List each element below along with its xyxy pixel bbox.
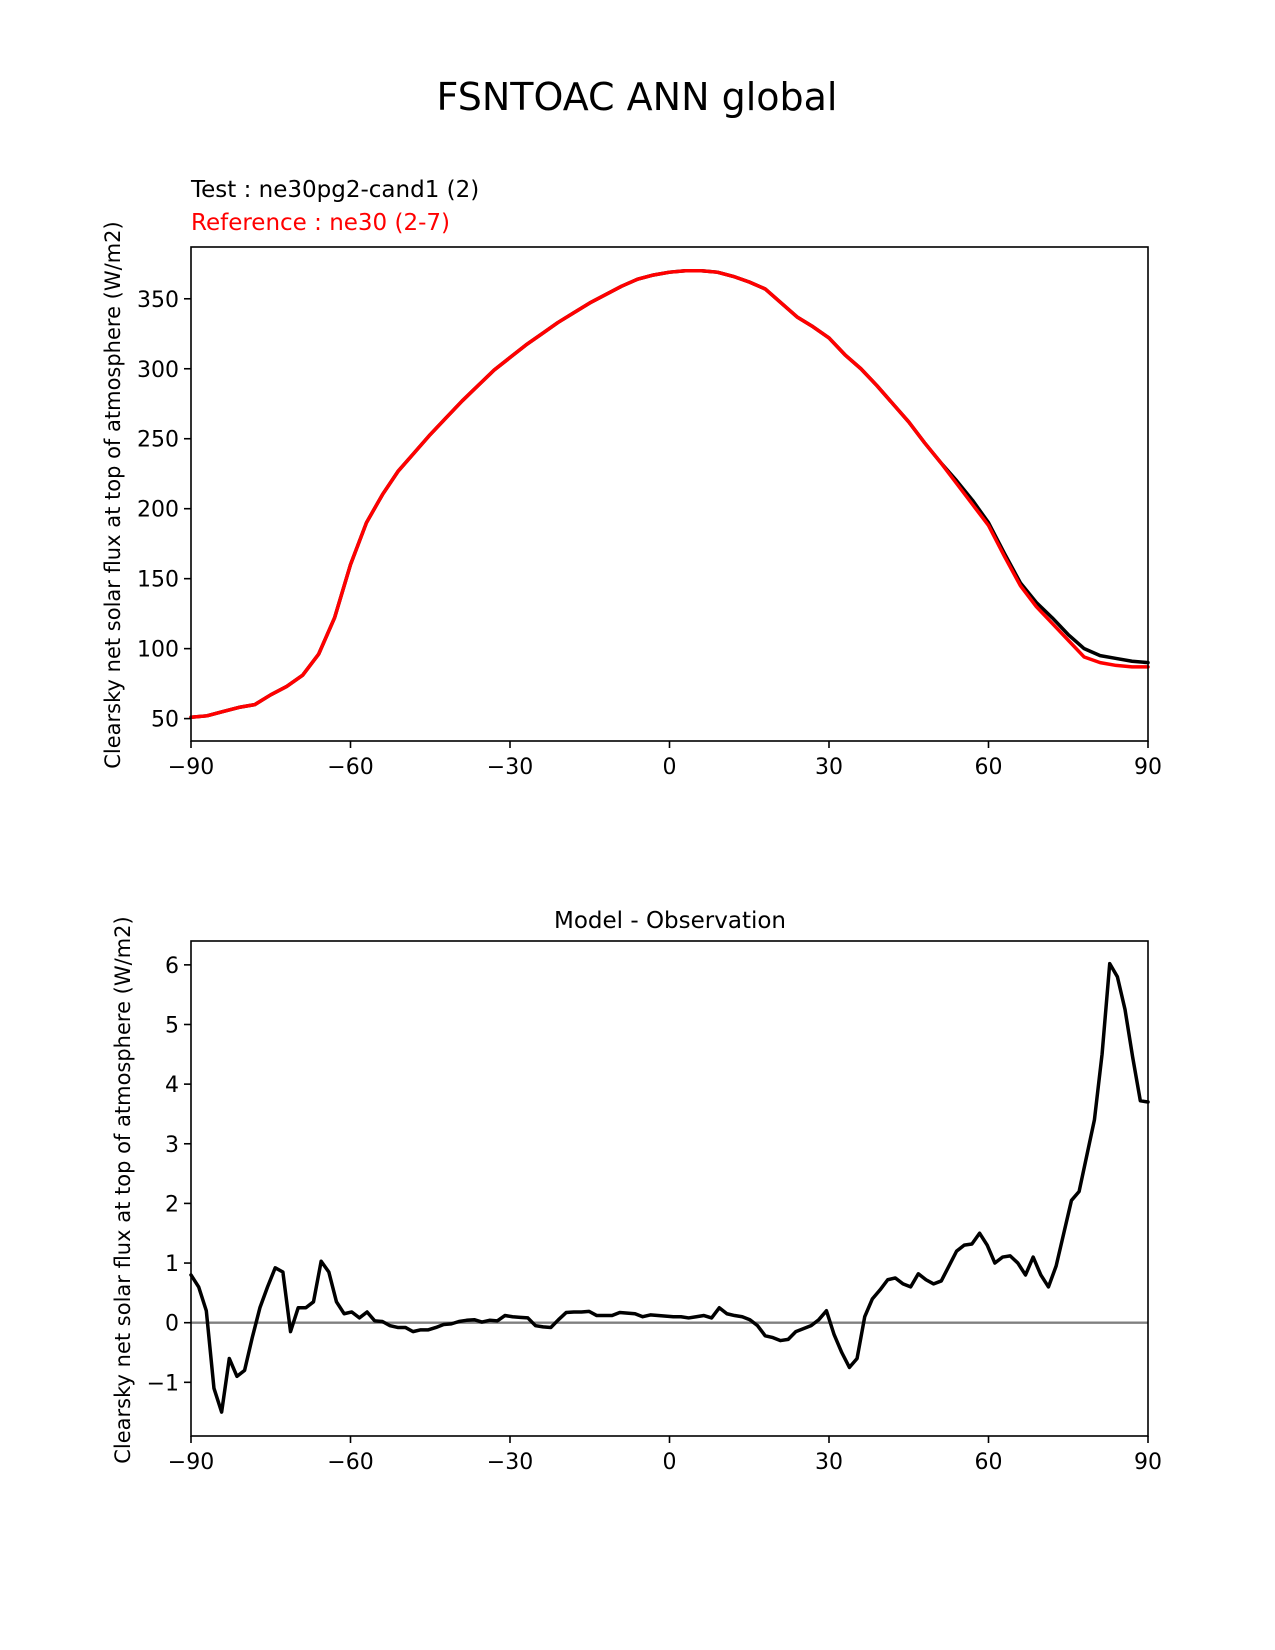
y-tick-label: 350 (137, 288, 179, 313)
y-tick-label: 3 (165, 1133, 179, 1158)
figure-title: FSNTOAC ANN global (437, 75, 838, 119)
top-panel: −90 −60 −30 0 30 60 90 50 100 150 200 250 300 350 (137, 246, 1162, 780)
bottom-title: Model - Observation (554, 908, 786, 934)
x-tick-label: 30 (815, 755, 843, 780)
y-tick-label: 50 (151, 708, 179, 733)
x-tick-label: −60 (327, 1450, 373, 1475)
bottom-panel: −90 −60 −30 0 30 60 90 −1 0 1 2 3 4 5 6 (147, 940, 1162, 1475)
y-tick-label: 300 (137, 358, 179, 383)
x-tick-label: −30 (487, 1450, 533, 1475)
x-tick-label: 60 (975, 1450, 1003, 1475)
x-tick-label: 30 (815, 1450, 843, 1475)
y-tick-label: 250 (137, 428, 179, 453)
reference-series-line (189, 269, 1150, 719)
x-tick-label: 0 (663, 755, 677, 780)
x-tick-label: 60 (975, 755, 1003, 780)
top-ylabel: Clearsky net solar flux at top of atmosp… (101, 221, 125, 768)
y-tick-label: 0 (165, 1312, 179, 1337)
difference-series-line (189, 961, 1150, 1414)
y-tick-label: 6 (165, 954, 179, 979)
y-tick-label: 1 (165, 1252, 179, 1277)
y-tick-label: 5 (165, 1013, 179, 1038)
x-tick-label: −60 (327, 755, 373, 780)
y-tick-label: 4 (165, 1073, 179, 1098)
bottom-ylabel: Clearsky net solar flux at top of atmosp… (111, 916, 135, 1463)
x-tick-label: 0 (663, 1450, 677, 1475)
x-tick-label: 90 (1134, 1450, 1162, 1475)
legend-test-label: Test : ne30pg2-cand1 (2) (190, 177, 479, 203)
x-tick-label: −30 (487, 755, 533, 780)
y-tick-label: 100 (137, 638, 179, 663)
x-tick-label: −90 (168, 1450, 214, 1475)
y-tick-label: 150 (137, 568, 179, 593)
y-tick-label: 2 (165, 1192, 179, 1217)
y-tick-label: 200 (137, 498, 179, 523)
legend-reference-label: Reference : ne30 (2-7) (191, 210, 450, 236)
x-tick-label: −90 (168, 755, 214, 780)
x-tick-label: 90 (1134, 755, 1162, 780)
y-tick-label: −1 (147, 1371, 179, 1396)
